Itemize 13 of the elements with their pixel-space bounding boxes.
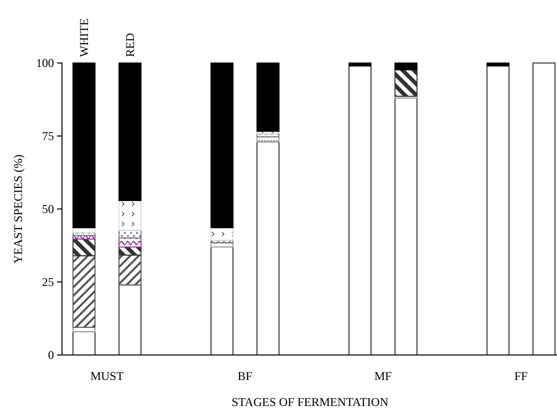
y-tick-label: 100 — [36, 56, 54, 70]
text: BF — [238, 369, 253, 383]
y-tick-label: 25 — [42, 274, 54, 289]
y-axis-title: YEAST SPECIES (%) — [11, 154, 25, 264]
text: WHITE — [77, 18, 91, 57]
y-tick-label: 75 — [42, 128, 54, 143]
text: FF — [514, 369, 528, 383]
y-tick-label: 50 — [42, 202, 54, 216]
text: RED — [123, 32, 137, 57]
y-tick-label: 0 — [48, 348, 54, 362]
text: MUST — [90, 369, 124, 383]
x-axis-title: STAGES OF FERMENTATION — [232, 395, 389, 409]
text: MF — [374, 369, 392, 383]
